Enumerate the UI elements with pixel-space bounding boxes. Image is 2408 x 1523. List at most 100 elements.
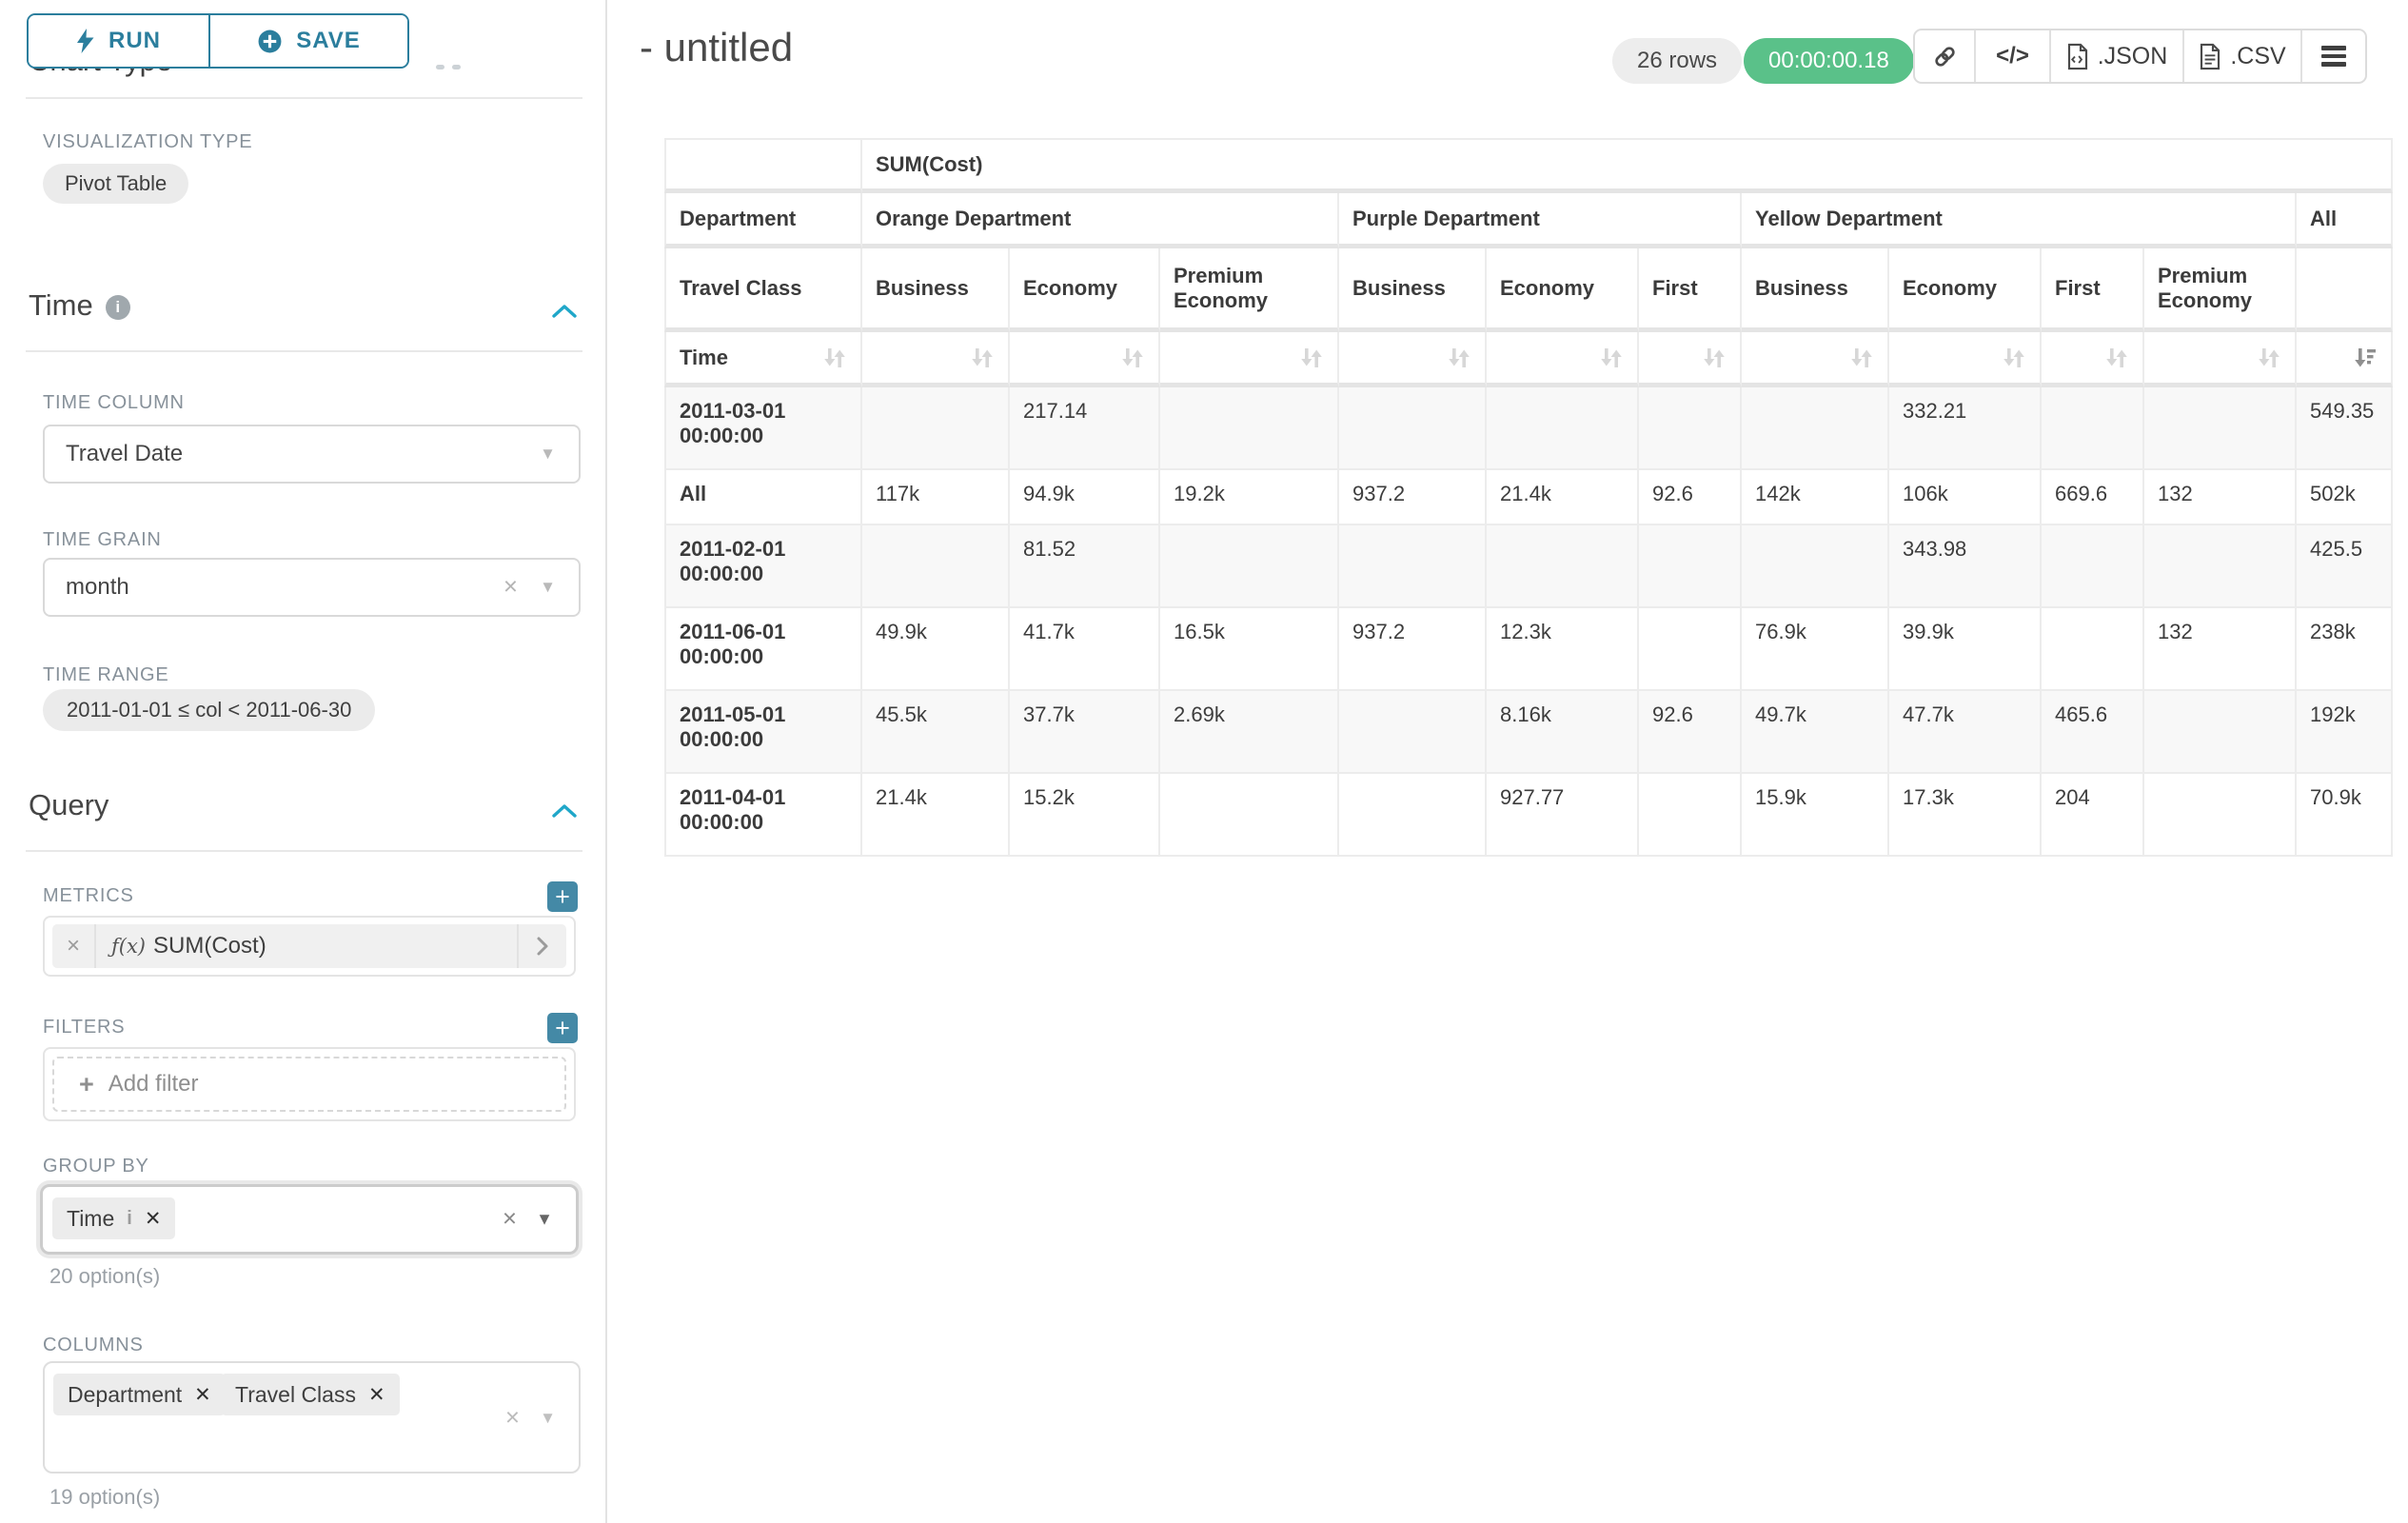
cell: 19.2k (1160, 470, 1339, 525)
group-by-tag-time[interactable]: Time i ✕ (52, 1197, 176, 1239)
add-filter-button[interactable]: + Add filter (52, 1057, 566, 1112)
sort-updown-icon[interactable] (2104, 346, 2129, 370)
view-query-button[interactable]: </> (1974, 30, 2049, 82)
sort-header[interactable] (2042, 332, 2144, 387)
share-link-button[interactable] (1915, 30, 1974, 82)
time-section-header[interactable]: Time i (29, 288, 130, 323)
group-by-select[interactable]: Time i ✕ × ▼ (40, 1184, 579, 1255)
export-csv-button[interactable]: .CSV (2182, 30, 2300, 82)
tag-label: Time (67, 1205, 115, 1231)
cell: 92.6 (1639, 470, 1742, 525)
sort-header[interactable] (862, 332, 1010, 387)
sort-updown-icon[interactable] (1299, 346, 1324, 370)
col-header: Economy (1889, 248, 2042, 332)
export-json-label: .JSON (2097, 42, 2168, 69)
clear-icon[interactable]: × (503, 571, 518, 601)
sort-updown-icon[interactable] (1702, 346, 1727, 370)
table-row: 2011-04-01 00:00:00 21.4k 15.2k 927.77 1… (664, 774, 2394, 857)
sort-header[interactable] (1742, 332, 1889, 387)
cell (2144, 774, 2297, 857)
sort-header-active-desc[interactable] (2297, 332, 2394, 387)
metric-name: SUM(Cost) (153, 933, 266, 959)
columns-tag-department[interactable]: Department ✕ (53, 1374, 226, 1415)
chevron-down-icon[interactable]: ▼ (536, 1209, 553, 1229)
time-range-pill[interactable]: 2011-01-01 ≤ col < 2011-06-30 (43, 689, 376, 731)
add-metric-button[interactable]: + (547, 881, 578, 912)
file-text-icon (2201, 43, 2220, 69)
tag-label: Travel Class (235, 1381, 356, 1407)
cell: 142k (1742, 470, 1889, 525)
columns-select[interactable]: Department ✕ Travel Class ✕ × ▼ (43, 1361, 581, 1474)
sort-header[interactable] (1010, 332, 1160, 387)
export-json-button[interactable]: .JSON (2049, 30, 2182, 82)
cell: 204 (2042, 774, 2144, 857)
filters-field: + Add filter (43, 1047, 576, 1121)
pivot-table: SUM(Cost) Department Orange Department P… (664, 138, 2394, 857)
remove-metric-icon[interactable]: × (52, 924, 96, 968)
sort-updown-icon[interactable] (822, 346, 847, 370)
remove-tag-icon[interactable]: ✕ (194, 1383, 211, 1406)
visualization-type-pill[interactable]: Pivot Table (43, 164, 189, 204)
sort-header[interactable] (1639, 332, 1742, 387)
sort-updown-icon[interactable] (1849, 346, 1874, 370)
chart-title[interactable]: - untitled (640, 25, 794, 69)
cell: 15.2k (1010, 774, 1160, 857)
cell (2042, 608, 2144, 691)
info-icon: i (105, 294, 130, 320)
chevron-down-icon[interactable]: ▼ (540, 578, 556, 596)
chevron-down-icon[interactable]: ▼ (540, 1409, 556, 1427)
metrics-field: × ƒ(x) SUM(Cost) (43, 916, 576, 977)
clear-icon[interactable]: × (504, 1402, 520, 1432)
sort-header-time[interactable]: Time (664, 332, 862, 387)
chevron-up-icon[interactable] (550, 802, 579, 820)
sort-updown-icon[interactable] (2002, 346, 2026, 370)
expand-metric-button[interactable] (517, 924, 566, 968)
chevron-down-icon[interactable]: ▼ (540, 445, 556, 463)
hamburger-icon (2321, 42, 2346, 70)
row-header: 2011-05-01 00:00:00 (664, 691, 862, 774)
sort-desc-active-icon[interactable] (2353, 346, 2378, 370)
save-button[interactable]: SAVE (208, 15, 407, 67)
table-row: 2011-02-01 00:00:00 81.52 343.98 425.5 (664, 525, 2394, 608)
export-csv-label: .CSV (2230, 42, 2286, 69)
cell (2042, 525, 2144, 608)
col-header: Business (862, 248, 1010, 332)
code-icon: </> (1996, 43, 2029, 69)
department-axis-label: Department (664, 193, 862, 248)
cell (862, 387, 1010, 470)
chevron-up-icon[interactable] (550, 303, 579, 320)
metric-pill[interactable]: × ƒ(x) SUM(Cost) (52, 924, 566, 968)
sort-header[interactable] (1339, 332, 1487, 387)
sort-header[interactable] (1889, 332, 2042, 387)
columns-tag-travel-class[interactable]: Travel Class ✕ (221, 1374, 400, 1415)
divider (26, 850, 582, 852)
cell: 49.9k (862, 608, 1010, 691)
cell: 669.6 (2042, 470, 2144, 525)
cell: 425.5 (2297, 525, 2394, 608)
run-button[interactable]: RUN (29, 15, 209, 67)
sort-updown-icon[interactable] (1120, 346, 1145, 370)
sort-updown-icon[interactable] (1599, 346, 1624, 370)
col-header-empty (2297, 248, 2394, 332)
sort-header[interactable] (1160, 332, 1339, 387)
cell: 343.98 (1889, 525, 2042, 608)
sort-updown-icon[interactable] (2257, 346, 2281, 370)
cell: 17.3k (1889, 774, 2042, 857)
query-section-header[interactable]: Query (29, 788, 109, 822)
sort-header[interactable] (1487, 332, 1639, 387)
col-header: Business (1742, 248, 1889, 332)
clear-icon[interactable]: × (502, 1203, 517, 1233)
menu-button[interactable] (2300, 30, 2365, 82)
sort-updown-icon[interactable] (1447, 346, 1471, 370)
time-column-select[interactable]: Travel Date ▼ (43, 425, 581, 484)
sort-header[interactable] (2144, 332, 2297, 387)
cell: 937.2 (1339, 608, 1487, 691)
cell (1742, 525, 1889, 608)
cell: 549.35 (2297, 387, 2394, 470)
remove-tag-icon[interactable]: ✕ (144, 1207, 162, 1230)
cell: 192k (2297, 691, 2394, 774)
remove-tag-icon[interactable]: ✕ (367, 1383, 385, 1406)
add-filter-plus-button[interactable]: + (547, 1013, 578, 1043)
time-grain-select[interactable]: month × ▼ (43, 558, 581, 617)
sort-updown-icon[interactable] (970, 346, 995, 370)
